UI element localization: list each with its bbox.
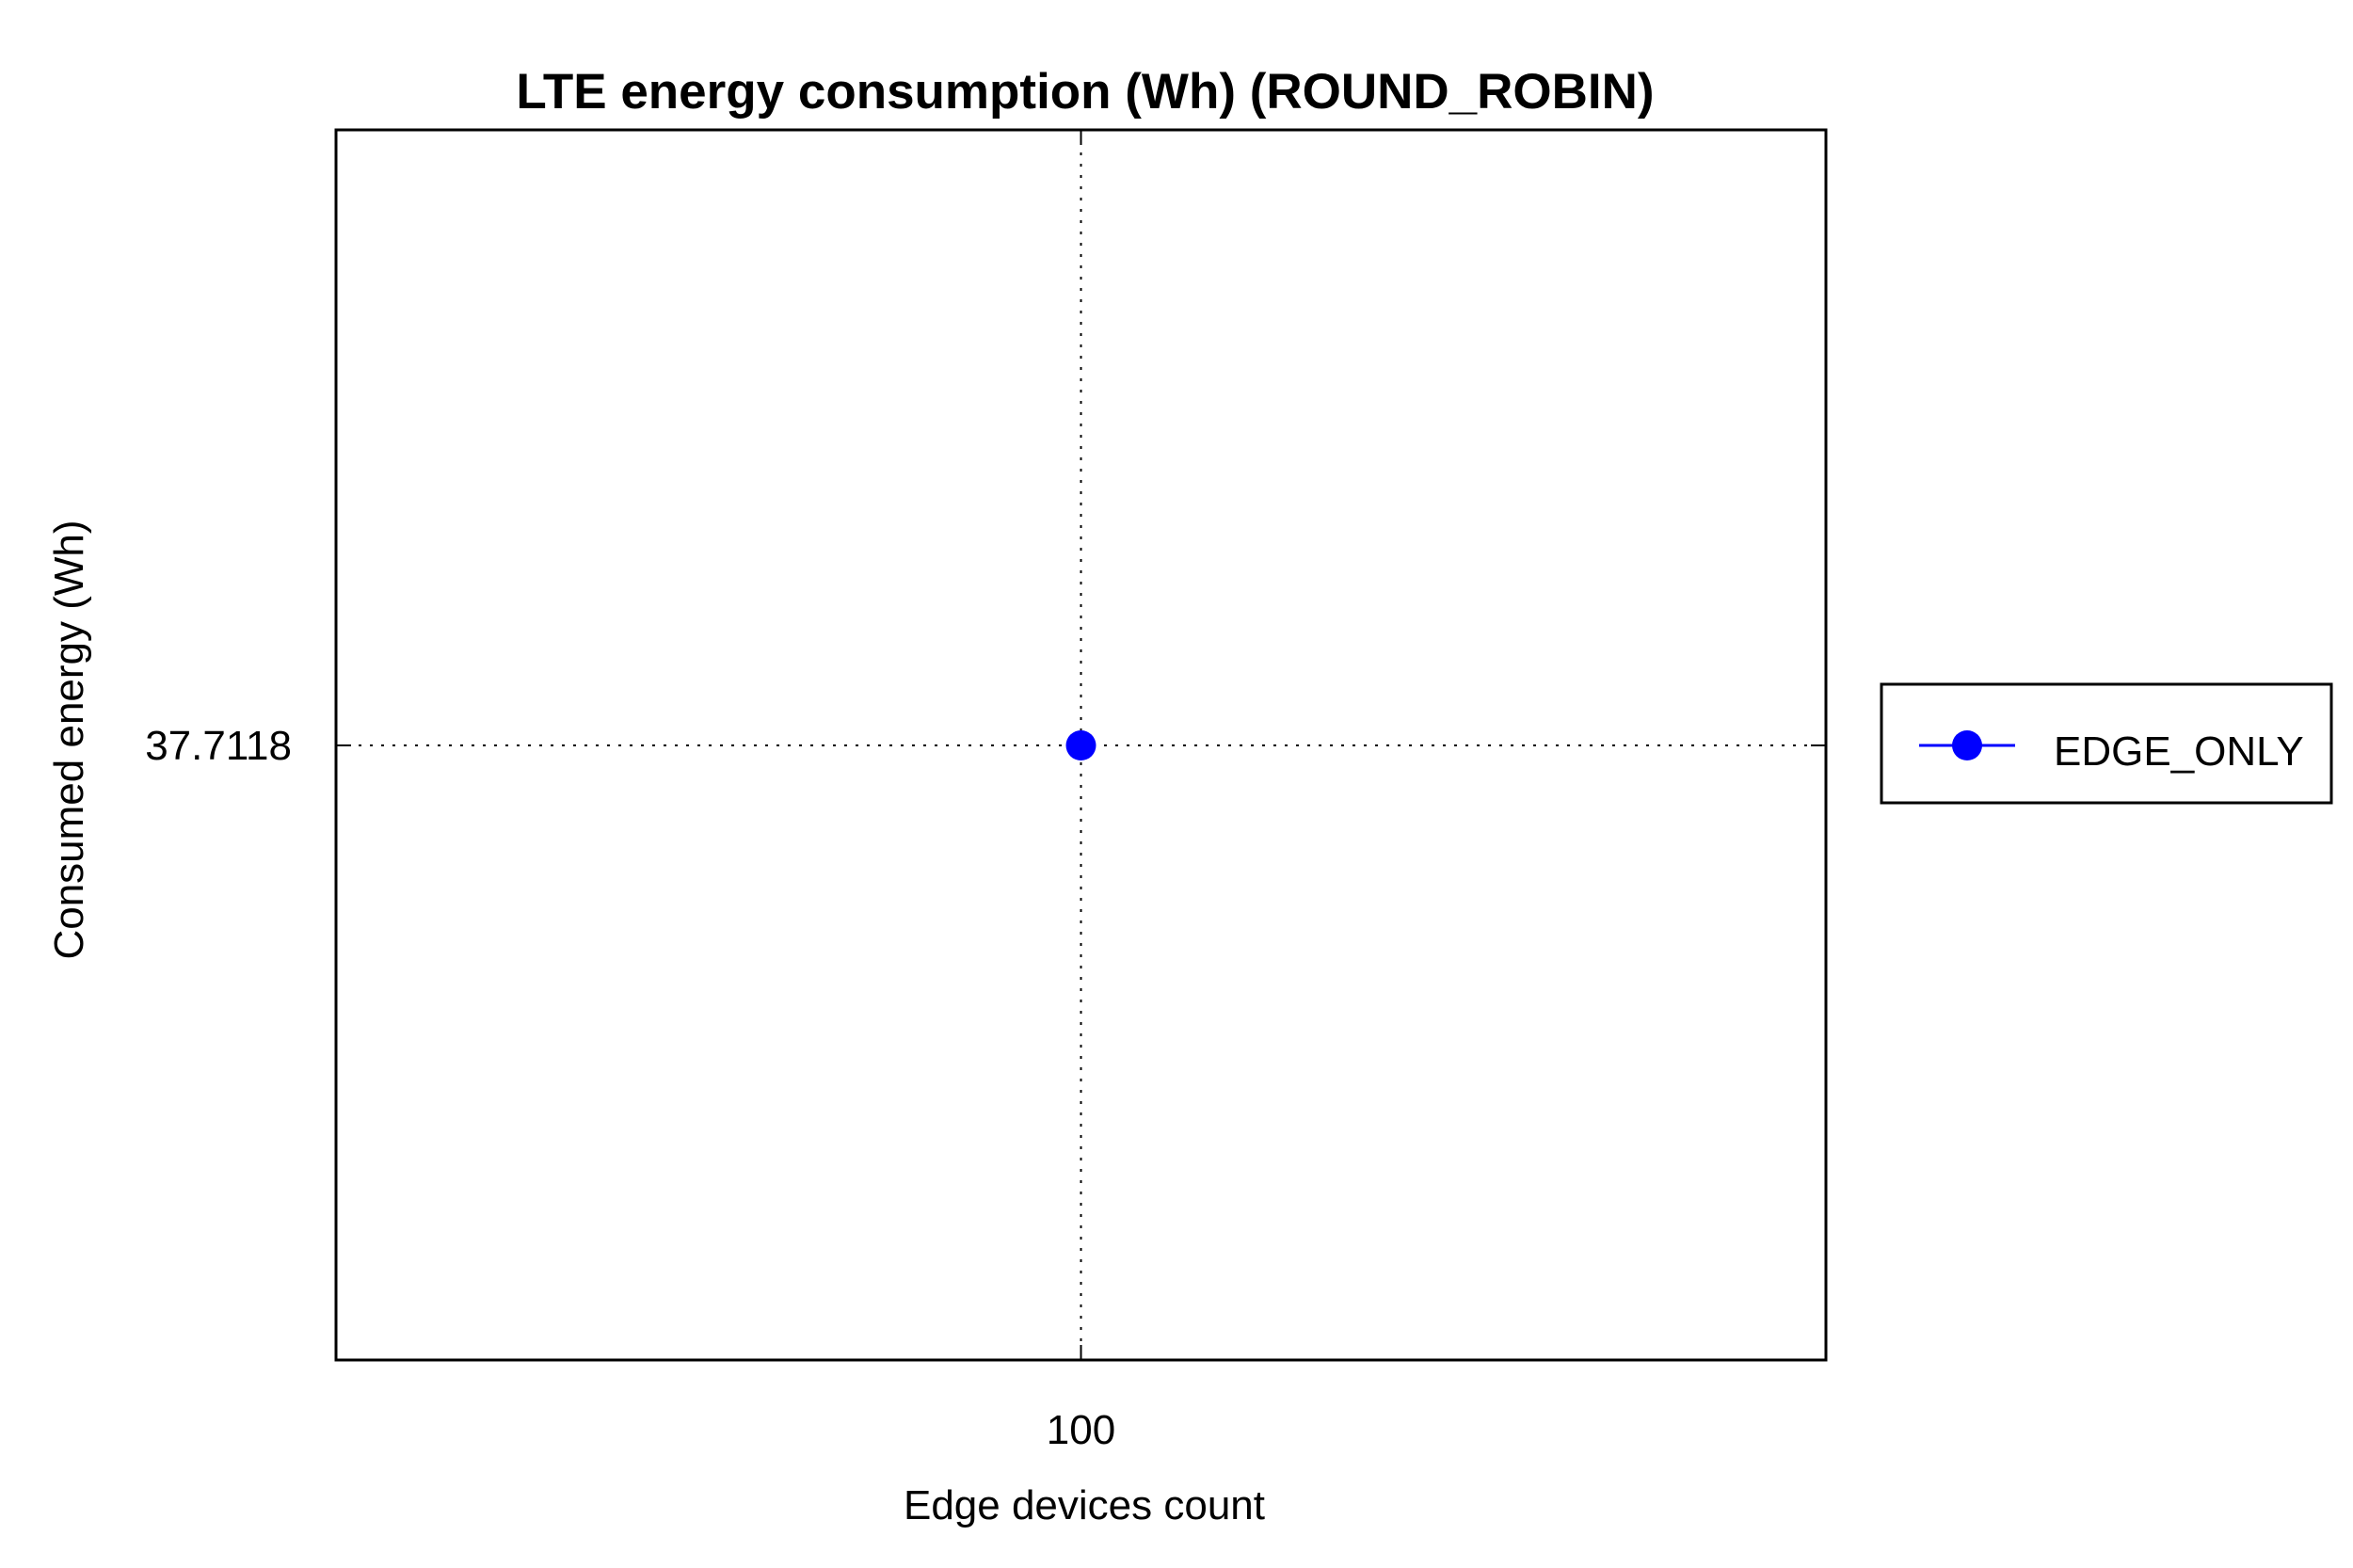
y-axis-label: Consumed energy (Wh) — [46, 520, 92, 959]
axis-ticks: 100 37.7118 — [145, 130, 1826, 1453]
legend-label-edge-only: EDGE_ONLY — [2054, 728, 2304, 775]
legend: EDGE_ONLY — [1880, 682, 2333, 805]
x-tick-label: 100 — [1047, 1407, 1115, 1453]
chart-title: LTE energy consumption (Wh) (ROUND_ROBIN… — [516, 64, 1654, 120]
x-axis-label: Edge devices count — [904, 1482, 1265, 1528]
legend-marker-edge-only — [1952, 730, 1982, 760]
gridlines — [336, 130, 1826, 1360]
series-layer — [1065, 730, 1096, 760]
data-point — [1065, 730, 1096, 760]
y-tick-label: 37.7118 — [145, 723, 292, 769]
